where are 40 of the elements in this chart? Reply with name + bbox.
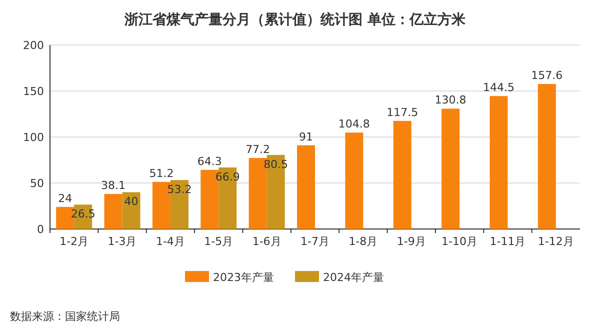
y-tick-label: 0	[37, 223, 44, 236]
y-tick-label: 50	[30, 177, 44, 190]
x-tick-label: 1-5月	[204, 235, 234, 248]
chart-title: 浙江省煤气产量分月（累计值）统计图 单位：亿立方米	[124, 11, 466, 28]
bar	[297, 145, 315, 229]
data-label: 77.2	[246, 142, 270, 156]
x-tick-label: 1-8月	[348, 235, 378, 248]
x-tick-label: 1-2月	[60, 235, 89, 248]
bar	[393, 120, 412, 229]
data-label: 51.2	[149, 166, 174, 180]
data-label: 91	[299, 130, 313, 144]
y-tick-label: 200	[23, 39, 44, 52]
y-tick-label: 100	[23, 131, 44, 144]
x-tick-label: 1-6月	[252, 235, 282, 248]
data-label: 40	[124, 195, 138, 208]
data-label: 130.8	[434, 94, 466, 107]
source-note: 数据来源：国家统计局	[10, 310, 120, 323]
x-tick-label: 1-9月	[396, 235, 426, 248]
x-tick-label: 1-11月	[490, 235, 526, 248]
x-tick-label: 1-4月	[156, 235, 185, 248]
bar	[538, 84, 556, 229]
bar	[104, 194, 122, 229]
data-label: 104.8	[338, 118, 370, 131]
data-label: 157.6	[531, 69, 563, 82]
y-tick-label: 150	[23, 85, 44, 98]
legend-label: 2024年产量	[323, 271, 384, 284]
data-label: 117.5	[386, 106, 418, 119]
data-label: 64.3	[197, 154, 222, 168]
bar	[122, 192, 140, 229]
data-label: 24	[58, 192, 72, 205]
bar	[345, 132, 364, 229]
x-tick-label: 1-3月	[108, 235, 137, 248]
x-tick-label: 1-10月	[442, 235, 478, 248]
legend-label: 2023年产量	[213, 271, 274, 284]
bar	[490, 96, 508, 229]
x-tick-label: 1-7月	[300, 235, 330, 248]
data-label: 38.1	[101, 178, 126, 192]
data-label: 144.5	[482, 81, 514, 94]
x-tick-label: 1-12月	[538, 235, 574, 248]
bar	[442, 108, 460, 229]
